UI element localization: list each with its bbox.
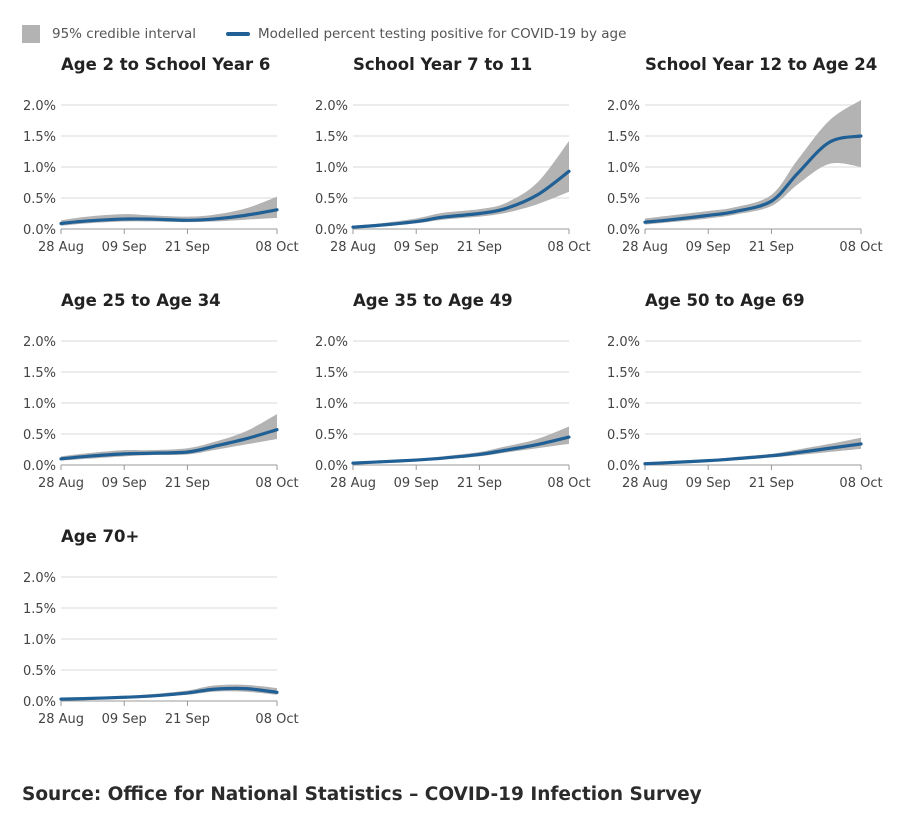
x-tick-label: 09 Sep: [102, 240, 147, 255]
source-note: Source: Office for National Statistics –…: [22, 784, 702, 805]
y-tick-label: 1.0%: [23, 633, 56, 648]
x-tick-label: 09 Sep: [686, 476, 731, 491]
y-tick-label: 1.5%: [315, 130, 348, 145]
legend-band-label: 95% credible interval: [52, 26, 196, 42]
legend-line-label: Modelled percent testing positive for CO…: [258, 26, 627, 42]
chart-legend: 95% credible interval Modelled percent t…: [22, 22, 656, 46]
y-tick-label: 1.0%: [315, 397, 348, 412]
y-tick-label: 0.5%: [315, 428, 348, 443]
x-tick-label: 09 Sep: [394, 240, 439, 255]
y-tick-label: 0.5%: [23, 428, 56, 443]
x-tick-label: 08 Oct: [547, 476, 590, 491]
y-tick-label: 0.5%: [607, 428, 640, 443]
x-tick-label: 21 Sep: [165, 476, 210, 491]
x-tick-label: 21 Sep: [457, 240, 502, 255]
band-swatch-icon: [22, 25, 40, 43]
x-tick-label: 28 Aug: [38, 712, 84, 727]
y-tick-label: 0.0%: [23, 459, 56, 474]
chart-title: School Year 7 to 11: [353, 55, 532, 74]
x-tick-label: 09 Sep: [686, 240, 731, 255]
chart-panel: School Year 12 to Age 24 0.0% 0.5% 1.0% 1.5%…: [607, 55, 883, 255]
y-tick-label: 2.0%: [607, 335, 640, 350]
y-tick-label: 2.0%: [315, 335, 348, 350]
y-tick-label: 2.0%: [315, 99, 348, 114]
x-tick-label: 08 Oct: [255, 712, 298, 727]
modelled-line: [643, 134, 863, 224]
y-tick-label: 1.0%: [607, 397, 640, 412]
x-tick-label: 28 Aug: [622, 240, 668, 255]
y-tick-label: 1.0%: [607, 161, 640, 176]
y-tick-label: 0.0%: [315, 223, 348, 238]
chart-title: Age 50 to Age 69: [645, 291, 805, 310]
x-tick-label: 21 Sep: [749, 240, 794, 255]
chart-panel: Age 70+ 0.0% 0.5% 1.0% 1.5% 2.0% 28 Aug 09 Sep 2…: [23, 527, 299, 727]
y-tick-label: 1.5%: [315, 366, 348, 381]
chart-title: Age 25 to Age 34: [61, 291, 221, 310]
y-tick-label: 0.0%: [23, 223, 56, 238]
x-tick-label: 09 Sep: [102, 712, 147, 727]
y-tick-label: 1.5%: [607, 130, 640, 145]
x-tick-label: 08 Oct: [547, 240, 590, 255]
small-multiples-charts: Age 2 to School Year 6 0.0% 0.5% 1.0% 1.5% 2.…: [23, 55, 883, 727]
chart-title: Age 2 to School Year 6: [61, 55, 270, 74]
y-tick-label: 1.0%: [23, 397, 56, 412]
x-tick-label: 08 Oct: [255, 476, 298, 491]
y-tick-label: 0.5%: [315, 192, 348, 207]
y-tick-label: 1.5%: [607, 366, 640, 381]
y-tick-label: 0.5%: [23, 192, 56, 207]
y-tick-label: 1.0%: [23, 161, 56, 176]
y-tick-label: 0.0%: [23, 695, 56, 710]
x-tick-label: 28 Aug: [38, 240, 84, 255]
modelled-line: [59, 428, 279, 461]
y-tick-label: 1.5%: [23, 366, 56, 381]
y-tick-label: 0.0%: [607, 459, 640, 474]
x-tick-label: 28 Aug: [622, 476, 668, 491]
chart-panel: Age 35 to Age 49 0.0% 0.5% 1.0% 1.5% 2.0% 28 A…: [315, 291, 591, 491]
x-tick-label: 21 Sep: [457, 476, 502, 491]
chart-panel: School Year 7 to 11 0.0% 0.5% 1.0% 1.5% 2.0% 2…: [315, 55, 591, 255]
y-tick-label: 2.0%: [23, 335, 56, 350]
chart-title: Age 70+: [61, 527, 139, 546]
y-tick-label: 0.0%: [315, 459, 348, 474]
modelled-line: [643, 442, 863, 466]
modelled-line: [351, 435, 571, 465]
modelled-line: [59, 208, 279, 226]
x-tick-label: 09 Sep: [394, 476, 439, 491]
y-tick-label: 0.5%: [607, 192, 640, 207]
x-tick-label: 28 Aug: [330, 476, 376, 491]
x-tick-label: 28 Aug: [330, 240, 376, 255]
y-tick-label: 2.0%: [607, 99, 640, 114]
legend-item-band: 95% credible interval: [22, 25, 196, 43]
x-tick-label: 21 Sep: [165, 240, 210, 255]
y-tick-label: 0.5%: [23, 664, 56, 679]
credible-interval-band: [645, 100, 861, 225]
credible-interval-band: [645, 437, 861, 465]
chart-panel: Age 50 to Age 69 0.0% 0.5% 1.0% 1.5% 2.0% 28 A…: [607, 291, 883, 491]
modelled-line: [351, 169, 571, 229]
x-tick-label: 28 Aug: [38, 476, 84, 491]
x-tick-label: 21 Sep: [165, 712, 210, 727]
x-tick-label: 08 Oct: [839, 476, 882, 491]
y-tick-label: 2.0%: [23, 571, 56, 586]
x-tick-label: 21 Sep: [749, 476, 794, 491]
chart-panel: Age 2 to School Year 6 0.0% 0.5% 1.0% 1.5% 2.…: [23, 55, 299, 255]
modelled-line: [59, 686, 279, 701]
y-tick-label: 1.5%: [23, 130, 56, 145]
y-tick-label: 0.0%: [607, 223, 640, 238]
chart-title: School Year 12 to Age 24: [645, 55, 877, 74]
line-swatch-icon: [226, 32, 250, 36]
y-tick-label: 2.0%: [23, 99, 56, 114]
x-tick-label: 08 Oct: [255, 240, 298, 255]
x-tick-label: 09 Sep: [102, 476, 147, 491]
y-tick-label: 1.0%: [315, 161, 348, 176]
legend-item-line: Modelled percent testing positive for CO…: [226, 26, 626, 42]
chart-title: Age 35 to Age 49: [353, 291, 513, 310]
y-tick-label: 1.5%: [23, 602, 56, 617]
chart-panel: Age 25 to Age 34 0.0% 0.5% 1.0% 1.5% 2.0% 28 A…: [23, 291, 299, 491]
x-tick-label: 08 Oct: [839, 240, 882, 255]
